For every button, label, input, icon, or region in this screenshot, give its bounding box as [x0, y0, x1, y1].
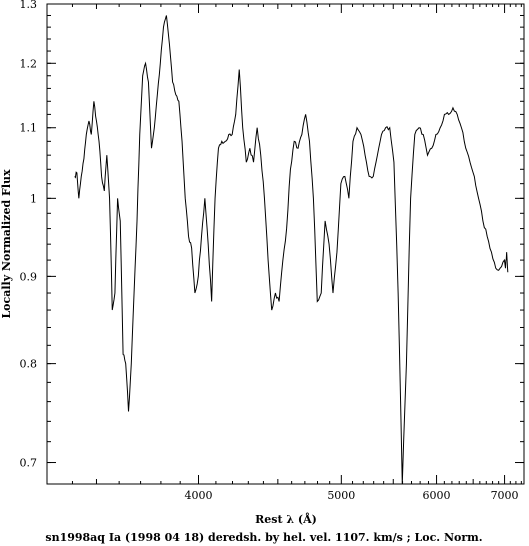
y-tick-label: 1.2	[20, 57, 38, 70]
y-tick-label: 1.1	[20, 122, 38, 135]
axis-ticks	[47, 3, 524, 484]
x-tick-label: 4000	[184, 489, 212, 502]
plot-frame	[46, 3, 525, 485]
spectrum-series-line	[74, 15, 509, 485]
y-tick-label: 0.8	[20, 358, 38, 371]
y-tick-label: 0.9	[20, 270, 38, 283]
y-tick-label: 1	[30, 192, 37, 205]
x-tick-label: 5000	[327, 489, 355, 502]
x-tick-label: 7000	[491, 489, 519, 502]
x-axis-label: Rest λ (Å)	[255, 512, 317, 526]
x-tick-label: 6000	[423, 489, 451, 502]
y-tick-label: 0.7	[20, 457, 38, 470]
y-tick-label: 1.3	[20, 0, 38, 11]
axis-tick-labels: 4000 5000 6000 7000 0.7 0.8 0.9 1 1.1 1.2 1.3	[20, 0, 519, 502]
y-axis-label: Locally Normalized Flux	[0, 169, 13, 319]
figure-caption: sn1998aq Ia (1998 04 18) deredsh. by hel…	[45, 531, 482, 544]
